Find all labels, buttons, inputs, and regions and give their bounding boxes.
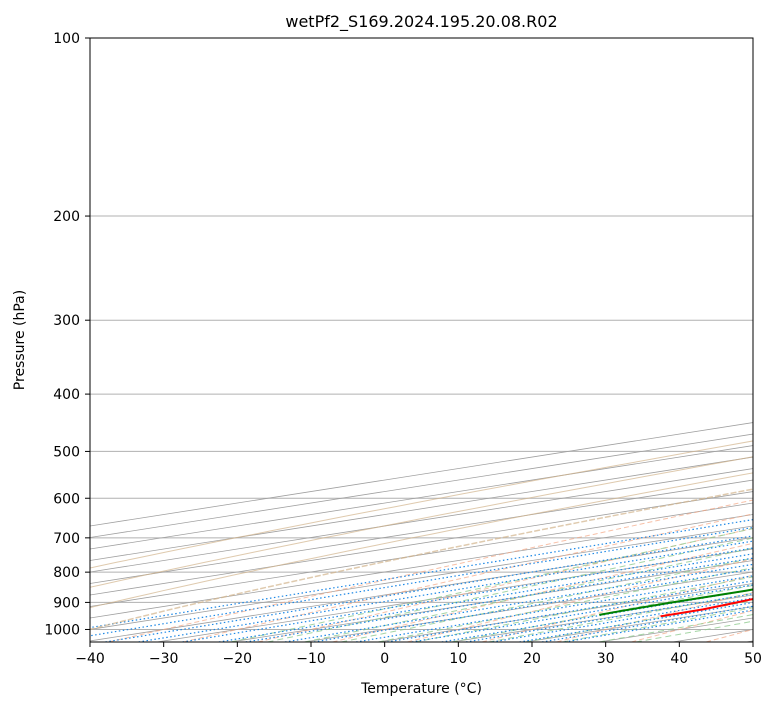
mixing-ratio-line xyxy=(465,593,753,642)
x-tick-label: 20 xyxy=(523,651,541,667)
reference-curve xyxy=(90,440,753,569)
y-tick-label: 600 xyxy=(53,491,80,507)
dry-adiabat-line xyxy=(556,591,753,642)
mixing-ratio-line xyxy=(492,597,753,642)
x-tick-label: 50 xyxy=(744,651,762,667)
y-axis-label: Pressure (hPa) xyxy=(12,290,28,390)
mixing-ratio-line xyxy=(138,540,753,642)
dry-adiabat-line xyxy=(257,527,753,642)
background-lines xyxy=(90,38,753,642)
chart-title: wetPf2_S169.2024.195.20.08.R02 xyxy=(285,12,557,32)
isotherm-line xyxy=(90,479,753,584)
x-tick-label: 40 xyxy=(670,651,688,667)
reference-curve xyxy=(90,472,753,609)
isotherm-line xyxy=(90,525,753,630)
reference-curve xyxy=(90,456,753,588)
y-tick-label: 300 xyxy=(53,313,80,329)
isotherm-line xyxy=(90,491,753,596)
x-tick-label: 10 xyxy=(449,651,467,667)
dry-adiabat-line xyxy=(332,542,753,642)
y-tick-label: 1000 xyxy=(44,622,80,638)
mixing-ratio-line xyxy=(105,535,753,642)
x-tick-label: −10 xyxy=(296,651,326,667)
moist-adiabat-line xyxy=(451,584,753,642)
isotherm-line xyxy=(90,456,753,561)
dry-adiabat-line xyxy=(407,558,753,642)
plot-background xyxy=(90,38,753,642)
plot-frame xyxy=(89,37,754,643)
mixing-ratio-line xyxy=(541,605,753,642)
x-tick-label: 0 xyxy=(380,651,389,667)
y-tick-label: 900 xyxy=(53,595,80,611)
y-tick-label: 200 xyxy=(53,209,80,225)
moist-adiabat-line xyxy=(488,592,753,642)
mixing-ratio-line xyxy=(564,609,753,642)
x-axis-label: Temperature (°C) xyxy=(360,681,482,697)
y-tick-label: 400 xyxy=(53,387,80,403)
moist-adiabat-line xyxy=(377,567,753,642)
isotherm-line xyxy=(90,468,753,573)
x-tick-label: −40 xyxy=(75,651,105,667)
isotherm-line xyxy=(90,514,753,619)
x-tick-label: −20 xyxy=(223,651,253,667)
y-tick-label: 800 xyxy=(53,565,80,581)
isotherm-line xyxy=(90,537,753,642)
isotherm-line xyxy=(90,502,753,607)
x-tick-label: 30 xyxy=(597,651,615,667)
axes: −40 −30 −20 −10 0 10 20 30 40 50 1000 900 800 700 600 5… xyxy=(44,31,762,667)
mixing-ratio-line xyxy=(182,547,753,642)
y-tick-label: 500 xyxy=(53,444,80,460)
mixing-ratio-line xyxy=(90,519,753,629)
y-tick-label: 100 xyxy=(53,31,80,47)
dry-adiabat-line xyxy=(183,513,753,642)
moist-adiabat-line xyxy=(304,547,753,642)
mixing-ratio-line xyxy=(519,601,753,642)
isotherm-line xyxy=(90,445,753,550)
y-tick-label: 700 xyxy=(53,531,80,547)
reference-curve xyxy=(90,488,753,631)
x-tick-label: −30 xyxy=(149,651,179,667)
